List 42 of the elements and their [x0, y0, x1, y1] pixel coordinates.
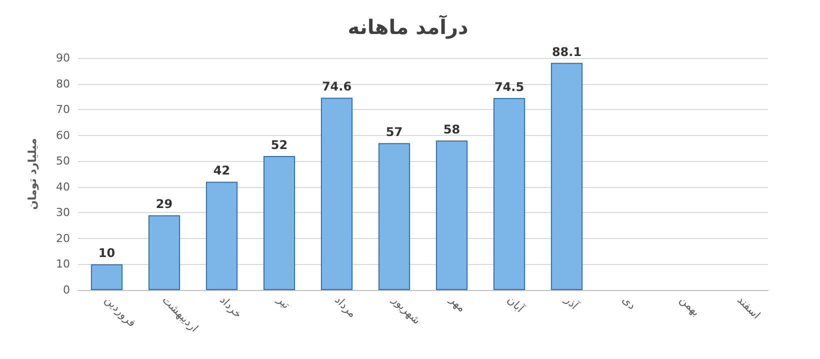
y-tick-label: 20 [56, 232, 70, 245]
bar [263, 156, 296, 290]
bar [90, 264, 123, 290]
bar [436, 140, 468, 290]
bar [320, 98, 353, 290]
y-tick-label: 50 [56, 154, 70, 168]
y-tick-label: 70 [56, 103, 70, 116]
x-tick-label: خرداد [217, 293, 245, 321]
y-axis-title: میلیارد تومان [26, 138, 39, 210]
x-tick-label: مرداد [332, 293, 359, 320]
data-label: 57 [386, 125, 403, 140]
chart-title: درآمد ماهانه [348, 14, 468, 39]
x-tick-label: دی [620, 293, 638, 312]
y-tick-label: 80 [56, 77, 70, 90]
x-tick-label: بهمن [677, 293, 702, 319]
data-label: 88.1 [552, 44, 582, 59]
bar [550, 62, 583, 290]
y-tick-label: 10 [56, 258, 70, 271]
x-tick-label: آبان [504, 292, 528, 316]
data-label: 29 [156, 197, 173, 212]
y-tick-label: 40 [56, 180, 70, 194]
bar [493, 98, 526, 290]
data-label: 74.6 [322, 80, 352, 94]
y-tick-label: 30 [56, 206, 70, 220]
data-label: 42 [213, 164, 230, 178]
data-label: 10 [98, 246, 116, 260]
bar [378, 143, 410, 290]
y-tick-label: 0 [63, 284, 70, 296]
x-tick-label: فروردین [102, 293, 138, 330]
x-tick-label: شهریور [388, 292, 424, 327]
y-tick-label: 90 [56, 52, 70, 64]
x-tick-label: آذر [561, 292, 582, 313]
y-tick-label: 60 [56, 128, 70, 142]
x-tick-label: اسفند [734, 293, 763, 322]
x-tick-label: اردیبهشت [160, 293, 201, 335]
data-label: 58 [443, 122, 460, 136]
bar [206, 182, 238, 290]
data-label: 52 [270, 138, 288, 152]
bar [148, 215, 180, 290]
x-tick-label: تیر [274, 292, 293, 312]
x-tick-label: مهر [446, 292, 468, 315]
data-label: 74.5 [494, 80, 524, 94]
